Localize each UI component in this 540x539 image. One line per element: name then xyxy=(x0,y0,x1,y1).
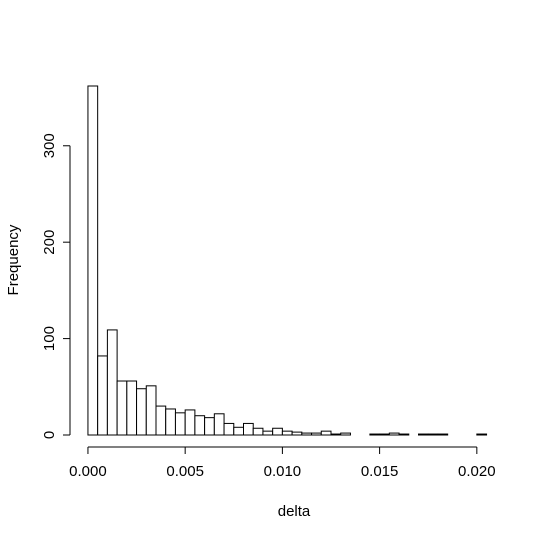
bar xyxy=(398,433,410,436)
bar xyxy=(262,430,274,436)
bar xyxy=(281,430,293,436)
bar xyxy=(379,433,390,436)
bar xyxy=(340,432,351,436)
bar xyxy=(388,432,400,436)
bar xyxy=(369,433,381,436)
bar xyxy=(87,85,99,436)
bar xyxy=(330,433,342,436)
x-tick-label: 0.010 xyxy=(264,463,302,480)
bar xyxy=(126,380,138,436)
bar xyxy=(291,431,303,436)
bar xyxy=(174,412,186,436)
bar xyxy=(233,426,244,436)
y-tick-label: 100 xyxy=(41,326,58,351)
bar xyxy=(418,433,429,436)
bar xyxy=(194,415,206,436)
bar xyxy=(184,409,196,436)
bar xyxy=(136,388,147,436)
y-tick-label: 200 xyxy=(41,230,58,255)
bar xyxy=(213,413,225,436)
bar xyxy=(476,433,488,436)
x-tick-label: 0.000 xyxy=(69,463,107,480)
bar xyxy=(301,432,313,436)
bar xyxy=(223,422,235,436)
bar xyxy=(311,432,322,436)
y-axis-label: Frequency xyxy=(5,224,22,295)
bar xyxy=(427,433,439,436)
bar xyxy=(165,408,176,436)
bar xyxy=(106,329,118,436)
y-tick-label: 0 xyxy=(41,431,58,439)
y-tick-label: 300 xyxy=(41,133,58,158)
bar xyxy=(97,355,108,436)
bar xyxy=(145,385,157,436)
bar xyxy=(272,427,283,436)
bar xyxy=(204,417,215,436)
bar xyxy=(437,433,449,436)
x-tick-label: 0.015 xyxy=(361,463,399,480)
bar xyxy=(320,430,332,436)
bar xyxy=(252,427,264,436)
bar xyxy=(243,422,254,436)
x-tick-label: 0.020 xyxy=(458,463,496,480)
x-tick-label: 0.005 xyxy=(166,463,204,480)
bar xyxy=(116,380,128,436)
bar xyxy=(155,405,167,436)
x-axis-label: delta xyxy=(278,503,311,520)
